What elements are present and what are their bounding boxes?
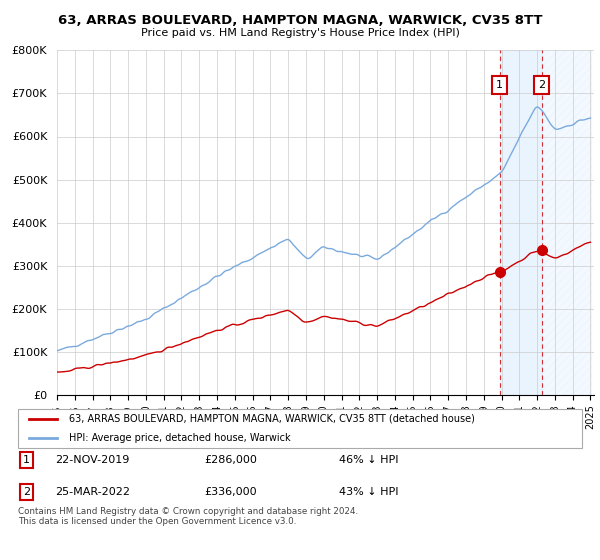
Text: 2: 2 — [538, 80, 545, 90]
Text: 43% ↓ HPI: 43% ↓ HPI — [340, 487, 399, 497]
Text: 63, ARRAS BOULEVARD, HAMPTON MAGNA, WARWICK, CV35 8TT: 63, ARRAS BOULEVARD, HAMPTON MAGNA, WARW… — [58, 14, 542, 27]
Text: £286,000: £286,000 — [204, 455, 257, 465]
Text: 25-MAR-2022: 25-MAR-2022 — [55, 487, 130, 497]
Text: £336,000: £336,000 — [204, 487, 257, 497]
Bar — [542, 50, 592, 395]
Text: 1: 1 — [496, 80, 503, 90]
Text: 2: 2 — [23, 487, 30, 497]
Text: 22-NOV-2019: 22-NOV-2019 — [55, 455, 129, 465]
Text: 46% ↓ HPI: 46% ↓ HPI — [340, 455, 399, 465]
Text: Price paid vs. HM Land Registry's House Price Index (HPI): Price paid vs. HM Land Registry's House … — [140, 28, 460, 38]
FancyBboxPatch shape — [18, 409, 582, 448]
Text: HPI: Average price, detached house, Warwick: HPI: Average price, detached house, Warw… — [69, 433, 290, 443]
Text: 1: 1 — [23, 455, 30, 465]
Bar — [500, 50, 542, 395]
Text: Contains HM Land Registry data © Crown copyright and database right 2024.
This d: Contains HM Land Registry data © Crown c… — [18, 507, 358, 526]
Text: 63, ARRAS BOULEVARD, HAMPTON MAGNA, WARWICK, CV35 8TT (detached house): 63, ARRAS BOULEVARD, HAMPTON MAGNA, WARW… — [69, 414, 475, 424]
